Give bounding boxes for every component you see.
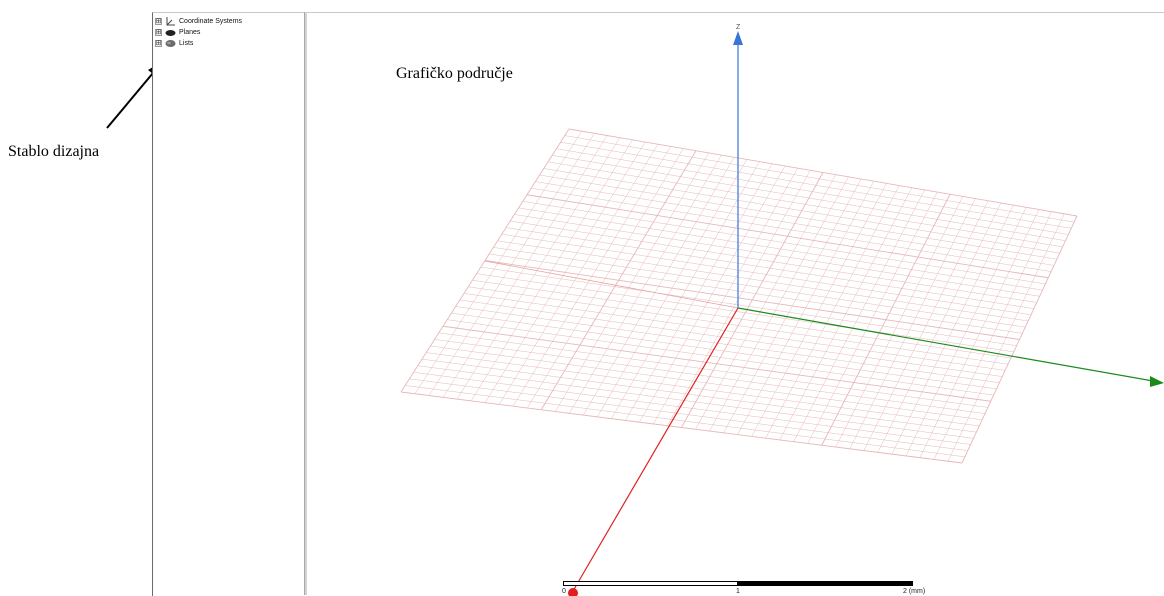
tree-item-planes[interactable]: ⊞ Planes: [155, 27, 200, 38]
grid-line: [447, 319, 994, 396]
grid-line: [409, 378, 968, 451]
grid-line: [877, 202, 1002, 453]
expand-icon[interactable]: ⊞: [155, 40, 162, 47]
grid-line: [476, 273, 1014, 353]
grid-line: [709, 176, 849, 432]
design-tree-panel: ⊞ Coordinate Systems ⊞ Planes ⊞ Lists: [152, 12, 304, 596]
z-axis-label: Z: [736, 24, 741, 31]
grid-line: [480, 266, 1017, 346]
grid-line: [451, 312, 997, 390]
graphics-area-annotation: Grafičko područje: [396, 65, 513, 82]
y-axis-line: [737, 307, 1154, 382]
grid-line: [933, 211, 1052, 460]
grid-line: [793, 189, 925, 442]
grid-line: [821, 194, 951, 446]
grid-line: [405, 385, 965, 458]
grid-line: [849, 198, 976, 449]
grid-line: [434, 339, 986, 414]
grid-line: [421, 358, 977, 433]
scale-ruler: 0 1 2 (mm): [562, 581, 925, 596]
construction-grid: [400, 128, 1078, 464]
grid-line: [463, 293, 1006, 371]
planes-icon: [165, 28, 176, 37]
grid-line: [905, 207, 1027, 457]
grid-line: [417, 365, 974, 439]
grid-line: [413, 372, 971, 445]
z-axis-arrowhead: [733, 31, 743, 45]
grid-line: [442, 325, 991, 402]
grid-line: [438, 332, 988, 408]
tree-item-label: Lists: [179, 40, 194, 47]
grid-line: [751, 183, 887, 437]
grid-line: [455, 306, 1000, 383]
scale-segment-black: [738, 581, 913, 586]
grid-line: [807, 191, 938, 444]
grid-line: [484, 260, 1020, 340]
tree-item-label: Planes: [179, 29, 201, 36]
grid-line: [426, 352, 980, 427]
design-tree-annotation: Stablo dizajna: [8, 143, 100, 160]
tree-item-label: Coordinate Systems: [179, 18, 243, 25]
grid-line: [400, 391, 963, 464]
scale-segment-white: [563, 581, 738, 586]
x-axis-arrowhead: [568, 588, 578, 596]
expand-icon[interactable]: ⊞: [155, 18, 162, 25]
viewport-scene: Z: [400, 24, 1164, 596]
grid-line: [765, 185, 900, 439]
grid-line: [468, 286, 1009, 365]
negative-x-axis-line: [484, 260, 739, 309]
grid-line: [695, 174, 836, 430]
tree-item-coordinate-systems[interactable]: ⊞ Coordinate Systems: [155, 16, 242, 27]
grid-line: [961, 215, 1078, 464]
scale-tick-label: 0: [562, 588, 566, 595]
scale-tick-label: 2 (mm): [903, 588, 926, 595]
panel-splitter[interactable]: [304, 12, 308, 595]
coordinate-systems-icon: [165, 17, 176, 26]
scale-tick-label: 1: [736, 588, 740, 595]
grid-line: [779, 187, 913, 441]
grid-line: [459, 299, 1003, 377]
lists-icon: [165, 39, 176, 48]
grid-line: [947, 213, 1065, 462]
y-axis-arrowhead: [1150, 376, 1164, 387]
grid-line: [430, 345, 983, 421]
grid-line: [863, 200, 989, 451]
expand-icon[interactable]: ⊞: [155, 29, 162, 36]
graphics-viewport[interactable]: Z Grafičko područje 0 1 2 (mm): [307, 12, 1164, 596]
tree-item-lists[interactable]: ⊞ Lists: [155, 38, 193, 49]
x-axis-line: [572, 307, 739, 592]
grid-line: [919, 209, 1040, 458]
grid-line: [723, 178, 862, 433]
grid-line: [472, 279, 1011, 359]
grid-line: [891, 205, 1014, 455]
grid-line: [737, 181, 875, 435]
grid-line: [835, 196, 963, 448]
